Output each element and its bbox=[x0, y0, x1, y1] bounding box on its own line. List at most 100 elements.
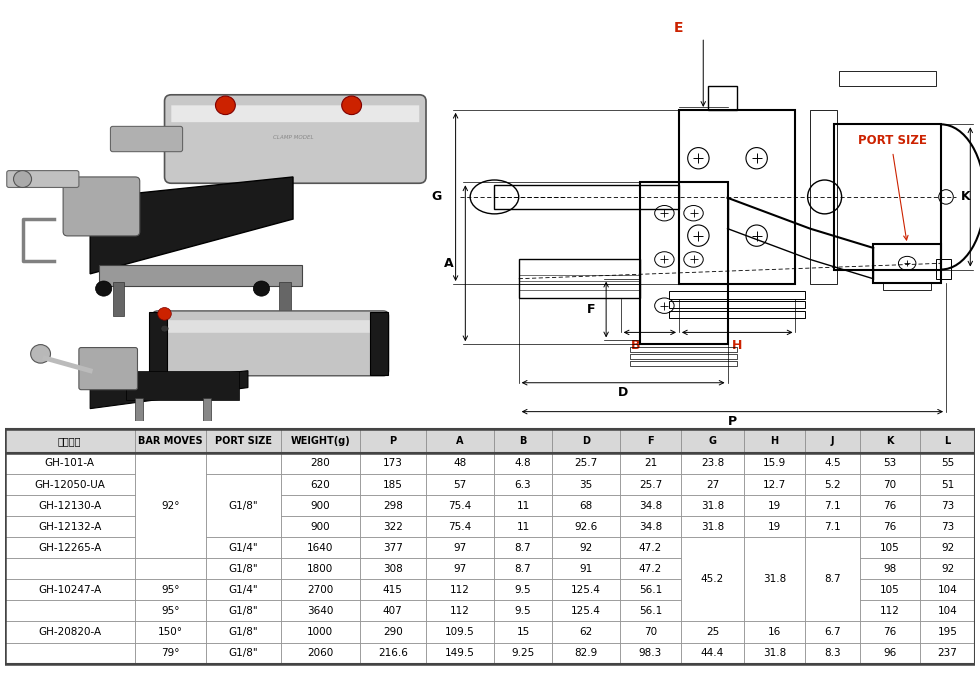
Text: 109.5: 109.5 bbox=[445, 627, 474, 637]
Bar bbox=[5, 495, 134, 516]
Bar bbox=[425, 558, 494, 580]
Text: 298: 298 bbox=[383, 501, 403, 510]
Text: 97: 97 bbox=[453, 564, 466, 574]
Bar bbox=[206, 537, 280, 558]
Bar bbox=[552, 643, 620, 664]
Text: 产品型号: 产品型号 bbox=[58, 436, 81, 446]
Text: 55: 55 bbox=[941, 458, 955, 469]
Text: 51: 51 bbox=[941, 479, 955, 490]
Bar bbox=[859, 600, 920, 621]
Circle shape bbox=[30, 345, 51, 363]
Bar bbox=[834, 125, 941, 269]
Bar bbox=[425, 474, 494, 495]
Bar bbox=[494, 580, 552, 600]
Bar bbox=[5, 429, 134, 453]
Text: 620: 620 bbox=[311, 479, 330, 490]
Text: 185: 185 bbox=[383, 479, 403, 490]
Text: 15: 15 bbox=[516, 627, 529, 637]
Bar bbox=[810, 110, 837, 284]
Bar bbox=[920, 580, 975, 600]
Text: P: P bbox=[728, 415, 737, 428]
Text: 45.2: 45.2 bbox=[701, 574, 724, 584]
Text: 56.1: 56.1 bbox=[639, 606, 662, 616]
Text: 31.8: 31.8 bbox=[701, 522, 724, 532]
Bar bbox=[859, 429, 920, 453]
Text: 415: 415 bbox=[383, 585, 403, 595]
Text: 48: 48 bbox=[453, 458, 466, 469]
Bar bbox=[681, 537, 745, 621]
Text: 25.7: 25.7 bbox=[639, 479, 662, 490]
Text: 57: 57 bbox=[453, 479, 466, 490]
Bar bbox=[745, 621, 805, 643]
Text: G: G bbox=[709, 436, 716, 446]
Bar bbox=[920, 453, 975, 474]
Bar bbox=[920, 495, 975, 516]
Text: 900: 900 bbox=[311, 522, 330, 532]
FancyBboxPatch shape bbox=[158, 320, 383, 333]
Bar bbox=[552, 580, 620, 600]
Bar bbox=[206, 474, 280, 537]
Bar bbox=[552, 495, 620, 516]
Bar bbox=[280, 474, 360, 495]
Bar bbox=[518, 275, 640, 281]
Text: GH-12132-A: GH-12132-A bbox=[38, 522, 101, 532]
Bar bbox=[552, 621, 620, 643]
Bar bbox=[494, 558, 552, 580]
Bar bbox=[681, 516, 745, 537]
Bar bbox=[518, 284, 640, 290]
Text: 195: 195 bbox=[938, 627, 957, 637]
Text: D: D bbox=[618, 386, 628, 399]
Bar bbox=[134, 558, 206, 580]
Text: G1/8": G1/8" bbox=[228, 606, 258, 616]
Bar bbox=[495, 185, 679, 209]
Bar bbox=[745, 516, 805, 537]
Bar bbox=[620, 474, 681, 495]
Text: A: A bbox=[444, 257, 453, 270]
Bar bbox=[620, 621, 681, 643]
Bar bbox=[859, 643, 920, 664]
Bar bbox=[805, 621, 859, 643]
Circle shape bbox=[161, 325, 169, 332]
Bar bbox=[206, 580, 280, 600]
Bar bbox=[620, 495, 681, 516]
Bar bbox=[425, 621, 494, 643]
Bar bbox=[859, 580, 920, 600]
Bar bbox=[5, 600, 134, 621]
Text: G: G bbox=[431, 190, 441, 203]
Bar bbox=[859, 453, 920, 474]
Bar bbox=[425, 643, 494, 664]
Bar bbox=[620, 558, 681, 580]
Bar bbox=[134, 621, 206, 643]
Bar bbox=[425, 537, 494, 558]
Bar bbox=[134, 580, 206, 600]
Text: 2700: 2700 bbox=[307, 585, 333, 595]
FancyBboxPatch shape bbox=[111, 126, 182, 151]
Bar bbox=[5, 580, 134, 600]
Text: 92.6: 92.6 bbox=[574, 522, 598, 532]
Bar bbox=[360, 429, 425, 453]
Bar bbox=[360, 495, 425, 516]
Text: 1640: 1640 bbox=[307, 543, 333, 553]
Text: 11: 11 bbox=[516, 522, 529, 532]
Polygon shape bbox=[90, 177, 293, 274]
Text: F: F bbox=[647, 436, 654, 446]
Bar bbox=[620, 516, 681, 537]
FancyBboxPatch shape bbox=[172, 105, 419, 122]
Text: 98.3: 98.3 bbox=[639, 648, 662, 658]
Text: 96: 96 bbox=[883, 648, 897, 658]
Text: 6.3: 6.3 bbox=[514, 479, 531, 490]
Bar bbox=[630, 354, 737, 359]
Text: 92°: 92° bbox=[161, 501, 179, 510]
Text: 4.5: 4.5 bbox=[824, 458, 841, 469]
Bar bbox=[135, 398, 143, 421]
Text: 73: 73 bbox=[941, 501, 955, 510]
Text: 322: 322 bbox=[383, 522, 403, 532]
Bar bbox=[280, 429, 360, 453]
Text: G1/8": G1/8" bbox=[228, 648, 258, 658]
Bar bbox=[360, 558, 425, 580]
Bar bbox=[620, 453, 681, 474]
Bar bbox=[920, 621, 975, 643]
Bar bbox=[552, 558, 620, 580]
Text: GH-12265-A: GH-12265-A bbox=[38, 543, 101, 553]
Bar bbox=[360, 643, 425, 664]
